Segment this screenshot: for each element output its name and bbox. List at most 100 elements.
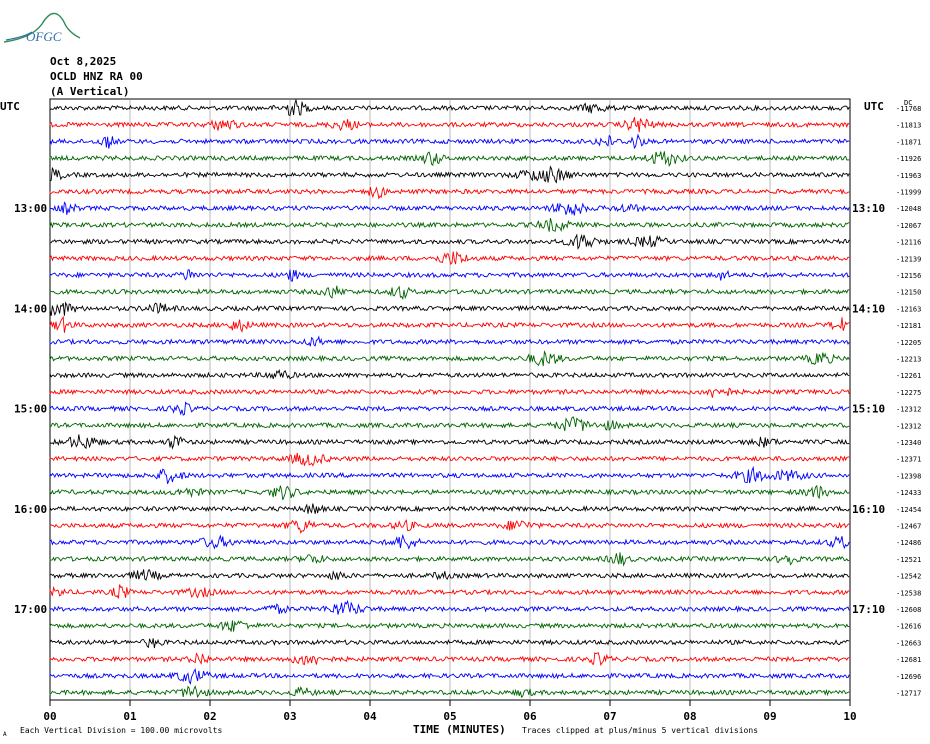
seismic-trace (49, 638, 850, 649)
dc-offset-label: -11999 (896, 189, 921, 197)
seismic-trace (49, 519, 850, 534)
footer-clip-note: Traces clipped at plus/minus 5 vertical … (522, 726, 758, 735)
seismic-trace (49, 465, 850, 484)
seismic-trace (49, 387, 850, 398)
dc-offset-label: -12616 (896, 623, 921, 631)
footer-scale-note: Each Vertical Division = 100.00 microvol… (20, 726, 222, 735)
x-tick-label: 00 (43, 710, 56, 723)
seismic-trace (49, 250, 850, 266)
x-tick-label: 10 (843, 710, 856, 723)
dc-offset-label: -11963 (896, 172, 921, 180)
x-tick-label: 05 (443, 710, 456, 723)
dc-offset-label: -12156 (896, 272, 921, 280)
seismic-trace (49, 285, 850, 301)
seismic-trace (49, 685, 850, 699)
seismic-trace (49, 452, 850, 467)
dc-offset-label: -12312 (896, 406, 921, 414)
logo-text: OFGC (26, 29, 62, 44)
seismic-trace (49, 652, 850, 667)
dc-offset-label: -11926 (896, 155, 921, 163)
seismic-trace (49, 620, 850, 632)
left-hour-label: 16:00 (14, 503, 47, 516)
x-tick-label: 02 (203, 710, 216, 723)
seismic-trace (49, 368, 850, 380)
dc-offset-label: -12163 (896, 305, 921, 313)
dc-offset-label: -11768 (896, 105, 921, 113)
seismic-trace (49, 186, 850, 200)
dc-column-label: DC (904, 99, 912, 107)
seismic-trace (49, 269, 850, 282)
seismic-trace (49, 599, 850, 615)
seismic-trace (49, 533, 850, 550)
seismic-trace (49, 503, 850, 514)
seismic-trace (49, 165, 850, 184)
left-hour-label: 13:00 (14, 202, 47, 215)
dc-offset-label: -12717 (896, 690, 921, 698)
seismic-trace (49, 335, 850, 347)
right-axis-label: UTC (864, 100, 884, 113)
seismic-trace (49, 401, 850, 416)
seismic-trace (49, 233, 850, 250)
dc-offset-label: -12467 (896, 523, 921, 531)
seismic-trace (49, 151, 850, 167)
left-hour-label: 14:00 (14, 302, 47, 315)
x-tick-label: 04 (363, 710, 377, 723)
dc-offset-label: -12312 (896, 422, 921, 430)
seismic-trace (49, 584, 850, 599)
dc-offset-label: -12150 (896, 289, 921, 297)
right-hour-label: 14:10 (852, 302, 885, 315)
seismic-trace (49, 552, 850, 567)
header-date: Oct 8,2025 (50, 55, 117, 68)
dc-offset-label: -12275 (896, 389, 921, 397)
seismic-trace (49, 434, 850, 450)
dc-offset-label: -11871 (896, 138, 921, 146)
header-component: (A Vertical) (50, 85, 130, 98)
dc-offset-label: -12048 (896, 205, 921, 213)
dc-offset-label: -12398 (896, 472, 921, 480)
dc-offset-label: -12454 (896, 506, 921, 514)
dc-offset-label: -12542 (896, 573, 921, 581)
dc-offset-label: -12213 (896, 356, 921, 364)
seismic-trace (49, 217, 850, 233)
dc-offset-label: -12205 (896, 339, 921, 347)
seismic-trace (49, 416, 850, 432)
dc-offset-label: -12663 (896, 639, 921, 647)
right-hour-label: 15:10 (852, 403, 885, 416)
footer-mark: A (3, 731, 7, 738)
dc-offset-label: -12696 (896, 673, 921, 681)
dc-offset-label: -12486 (896, 539, 921, 547)
dc-offset-label: -12608 (896, 606, 921, 614)
x-tick-label: 06 (523, 710, 537, 723)
x-tick-label: 03 (283, 710, 296, 723)
seismic-trace (49, 301, 850, 317)
dc-offset-label: -12181 (896, 322, 921, 330)
seismic-trace (49, 133, 850, 149)
dc-offset-label: -12067 (896, 222, 921, 230)
dc-offset-label: -12116 (896, 239, 921, 247)
seismic-trace (49, 117, 850, 133)
dc-offset-label: -11813 (896, 122, 921, 130)
x-tick-label: 07 (603, 710, 616, 723)
seismic-trace (49, 315, 850, 333)
seismic-trace (49, 350, 850, 367)
seismic-trace (49, 668, 850, 685)
dc-offset-label: -12371 (896, 456, 921, 464)
dc-offset-label: -12340 (896, 439, 921, 447)
x-tick-label: 08 (683, 710, 696, 723)
x-tick-label: 01 (123, 710, 137, 723)
x-tick-label: 09 (763, 710, 776, 723)
dc-offset-label: -12261 (896, 372, 921, 380)
seismic-trace (49, 569, 850, 581)
seismic-trace (49, 201, 850, 216)
left-hour-label: 15:00 (14, 403, 47, 416)
seismic-trace (49, 99, 850, 116)
ofgc-logo: OFGC (3, 12, 81, 44)
dc-offset-label: -12681 (896, 656, 921, 664)
right-hour-label: 16:10 (852, 503, 885, 516)
seismic-trace (49, 484, 850, 501)
left-hour-label: 17:00 (14, 603, 47, 616)
dc-offset-label: -12433 (896, 489, 921, 497)
dc-offset-label: -12139 (896, 255, 921, 263)
dc-offset-label: -12521 (896, 556, 921, 564)
